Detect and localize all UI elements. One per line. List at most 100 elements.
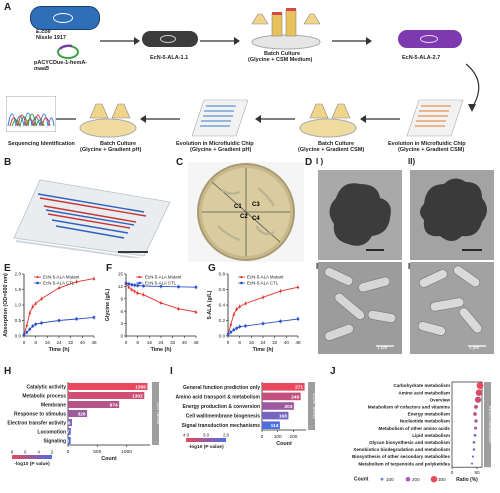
bar (68, 401, 120, 408)
plot-frame (451, 381, 483, 468)
strain1-cell-icon (142, 31, 198, 47)
category-label: Locomotion (37, 430, 66, 436)
data-point (474, 404, 478, 409)
strain2-cell-icon (398, 30, 462, 48)
x-tick-label: 0 (261, 434, 264, 440)
ala-chart: 0 8 16 24 32 40 48 0.0 0.2 0.4 0.6 0.8 Time (h) 5-ALA… (207, 272, 301, 353)
legend-label: EcN-5-ALA CTL (43, 281, 75, 286)
color-scale-bar (12, 455, 52, 459)
batch-ph-label-2: (Glycine + Gradient pH) (80, 147, 142, 153)
tem-image-1 (318, 170, 402, 260)
bar-value-label: 1302 (132, 393, 143, 399)
data-point (31, 304, 35, 308)
x-tick-label: 8 (238, 340, 241, 345)
bar-value-label: 1356 (135, 384, 146, 390)
data-point (130, 283, 134, 286)
data-point (471, 455, 475, 458)
data-point (57, 286, 61, 290)
panel-g-label: G (208, 263, 216, 274)
x-tick-label: 500 (93, 449, 101, 455)
x-tick-label: 40 (284, 340, 290, 345)
count-legend-dot (380, 477, 384, 481)
category-label: Carbohydrate metabolism (393, 383, 450, 388)
data-point (279, 320, 282, 323)
data-point (235, 327, 238, 330)
y-axis-label: 5-ALA (g/L) (207, 290, 213, 319)
data-point (142, 284, 145, 288)
x-tick-label: 0 (67, 449, 70, 455)
data-point (34, 323, 37, 326)
batch-culture-icon (251, 8, 321, 50)
category-label: Cell wall/membrane biogenesis (186, 414, 260, 420)
x-tick-label: 200 (289, 434, 297, 440)
data-point (136, 284, 139, 287)
plate-sector-c3: C3 (252, 202, 260, 208)
panel-a-label: A (4, 2, 12, 13)
bar (68, 437, 71, 444)
data-point (476, 382, 484, 389)
category-label: Energy metabolism (408, 412, 450, 417)
legend-label: EcN-5-ALA Mutant (145, 275, 182, 280)
batch1-label-2: (Glycine + CSM Medium) (248, 57, 313, 63)
data-point (475, 389, 483, 396)
color-scale-bar (186, 438, 226, 442)
y-tick-label: 0.0 (15, 334, 22, 339)
agar-plate-photo: C1 C2 C3 C4 (188, 162, 304, 262)
bar (262, 392, 301, 401)
bar (262, 411, 289, 420)
data-point (296, 285, 300, 289)
category-label: Metabolism of cofactors and vitamins (368, 404, 451, 409)
nissle-label: Nissle 1917 (36, 35, 66, 41)
data-point (472, 448, 476, 451)
data-point (474, 426, 477, 430)
x-axis-label: Count (276, 441, 292, 447)
data-point (22, 333, 26, 336)
category-label: Amino acid metabolism (398, 390, 450, 395)
data-point (57, 319, 61, 322)
legend-marker (36, 275, 39, 278)
x-tick-label: 16 (147, 340, 153, 345)
bar-value-label: 271 (295, 385, 303, 391)
sem-scale-1: 1 μm (377, 345, 388, 350)
y-tick-label: 1.5 (15, 287, 22, 292)
cog-terms-chart: 271 General function prediction only 246 Am… (176, 382, 317, 450)
panel-d-sub-2: II) (408, 157, 416, 166)
data-point (261, 295, 265, 299)
x-tick-label: 16 (45, 340, 51, 345)
side-strip-label: COG Terms (311, 393, 317, 419)
data-point (40, 297, 43, 300)
data-point (25, 331, 29, 334)
evo-csm-label-2: (Glycine + Gradient CSM) (398, 147, 465, 153)
legend-marker (138, 281, 141, 285)
legend-label: EcN-5-ALA CTL (145, 281, 177, 286)
microfluidic-chip-icon (191, 99, 249, 137)
y-tick-label: 0.0 (219, 334, 226, 339)
arrow-icon (100, 37, 140, 45)
color-scale-tick: 4 (37, 450, 40, 455)
bar-value-label: 326 (78, 411, 86, 417)
x-axis-label: Time (h) (49, 347, 70, 353)
tem-image-2 (410, 170, 494, 260)
y-tick-label: 0 (120, 334, 123, 339)
panel-d-label: D (305, 157, 313, 168)
count-legend-label: Count (354, 477, 369, 483)
bar (68, 383, 148, 390)
category-label: Electron transfer activity (7, 421, 66, 427)
x-tick-label: 0 (227, 340, 230, 345)
x-tick-label: 32 (272, 340, 278, 345)
x-tick-label: 48 (295, 340, 301, 345)
data-point (470, 462, 474, 465)
data-point (92, 277, 96, 280)
data-point (244, 301, 247, 305)
evo-ph-label-2: (Glycine + Gradient pH) (190, 147, 252, 153)
bar-value-label: 246 (291, 394, 299, 400)
bar (68, 392, 145, 399)
color-scale-tick: 4.0 (183, 433, 190, 438)
data-point (159, 301, 163, 305)
arrow-icon (200, 37, 240, 45)
panel-e-label: E (4, 263, 11, 274)
bar-value-label: 874 (110, 402, 118, 408)
bar (262, 421, 280, 429)
category-label: Amino acid transport & metabolism (176, 394, 261, 400)
bar (262, 402, 294, 410)
